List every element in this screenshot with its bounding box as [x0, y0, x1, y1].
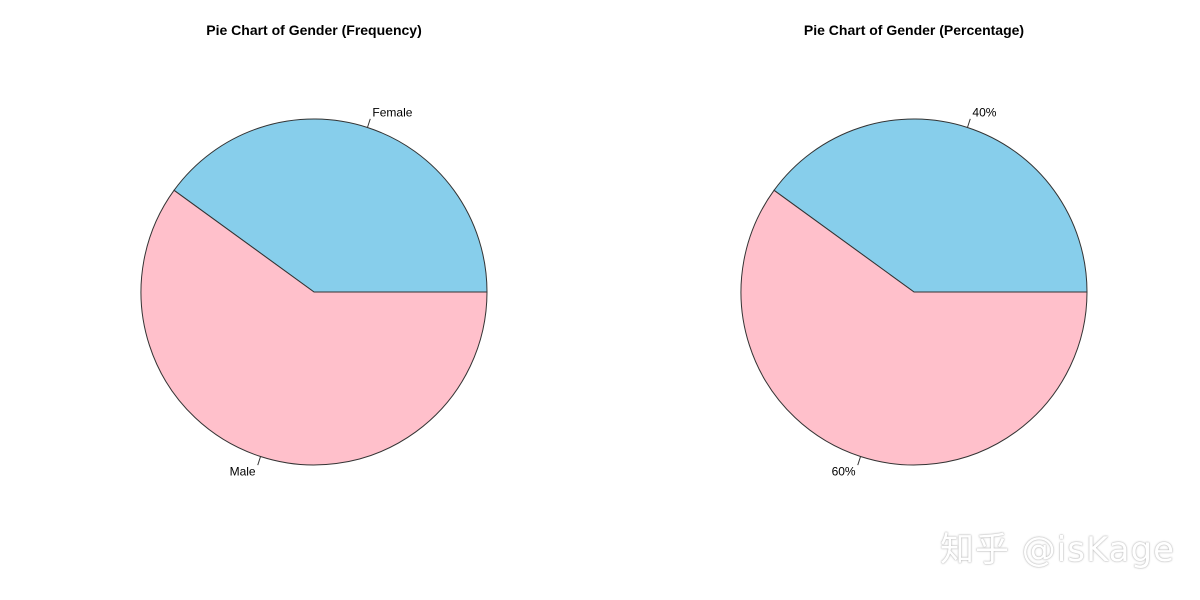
- chart-title-frequency: Pie Chart of Gender (Frequency): [206, 22, 421, 38]
- slice-label-tick: [257, 456, 262, 466]
- slice-label: Male: [230, 465, 256, 479]
- slice-label-tick: [366, 118, 371, 128]
- slice-label-tick: [857, 456, 862, 466]
- pie-chart-frequency: Pie Chart of Gender (Frequency) Female Ma…: [140, 22, 488, 479]
- slice-label: 60%: [832, 465, 856, 479]
- pie-slice-60-percent: [740, 189, 1088, 466]
- chart-title-percentage: Pie Chart of Gender (Percentage): [804, 22, 1024, 38]
- pie-chart-percentage: Pie Chart of Gender (Percentage) 40% 60%: [740, 22, 1088, 479]
- slice-label: 40%: [972, 105, 996, 119]
- slice-label-tick: [966, 118, 971, 128]
- watermark: 知乎 @isKage: [940, 530, 1176, 570]
- slice-label: Female: [372, 105, 412, 119]
- pie-slice-male: [140, 189, 488, 466]
